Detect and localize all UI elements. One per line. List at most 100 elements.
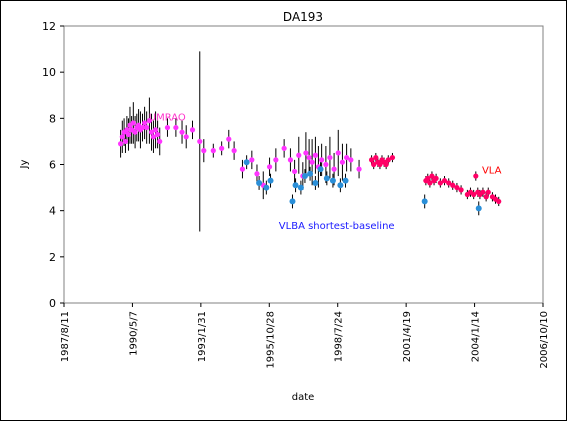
data-point xyxy=(239,166,246,172)
data-point xyxy=(303,150,309,156)
data-point xyxy=(483,194,489,200)
annotation-label: UMRAO xyxy=(149,113,186,124)
data-point xyxy=(317,166,324,173)
data-point xyxy=(297,184,304,191)
data-point xyxy=(319,157,325,163)
data-point xyxy=(427,180,433,186)
data-point xyxy=(144,124,150,131)
x-tick-label: 1998/7/24 xyxy=(334,311,345,362)
data-point xyxy=(119,134,125,140)
data-point xyxy=(189,127,196,133)
data-point xyxy=(458,187,464,193)
data-point xyxy=(385,157,391,163)
data-point xyxy=(132,129,138,135)
y-tick-label: 4 xyxy=(49,205,56,218)
annotation-layer: UMRAO VLBA shortest-baseline VLA xyxy=(149,113,502,232)
data-point xyxy=(471,191,477,198)
data-point xyxy=(125,131,132,138)
data-point xyxy=(433,175,439,181)
data-point xyxy=(219,145,225,151)
data-point xyxy=(266,164,273,170)
data-point xyxy=(289,198,296,205)
data-point xyxy=(243,159,250,166)
data-point xyxy=(356,166,362,172)
data-point xyxy=(249,157,255,163)
data-point xyxy=(201,148,207,154)
data-point xyxy=(335,150,341,156)
data-point xyxy=(312,179,319,186)
data-point xyxy=(179,129,185,135)
data-point xyxy=(377,161,383,168)
data-point xyxy=(389,154,396,161)
annotation-label: VLA xyxy=(482,166,502,177)
data-point xyxy=(450,182,456,188)
data-point xyxy=(292,182,299,189)
data-point xyxy=(142,120,148,126)
data-point xyxy=(157,138,163,145)
y-axis: 0 2 4 6 8 10 12 xyxy=(42,20,64,310)
data-point xyxy=(475,205,482,212)
data-point xyxy=(485,189,491,195)
x-tick-label: 1987/8/11 xyxy=(60,311,71,362)
x-tick-label: 1990/5/7 xyxy=(128,311,139,356)
data-point xyxy=(292,168,298,175)
y-tick-label: 10 xyxy=(42,66,56,79)
data-point xyxy=(323,161,329,168)
x-tick-label: 1995/10/28 xyxy=(265,311,276,369)
data-point xyxy=(344,154,350,161)
y-tick-label: 0 xyxy=(49,297,56,310)
data-point xyxy=(496,198,502,205)
plot-area xyxy=(63,25,544,304)
data-point xyxy=(139,124,146,131)
data-point xyxy=(148,129,155,135)
data-point xyxy=(454,184,460,191)
data-point xyxy=(117,141,124,147)
y-tick-label: 2 xyxy=(49,251,56,264)
data-point xyxy=(173,124,179,131)
data-point xyxy=(130,120,136,126)
data-point xyxy=(263,184,270,191)
y-tick-label: 12 xyxy=(42,20,56,33)
x-tick-label: 2001/4/19 xyxy=(402,311,413,362)
data-point xyxy=(473,173,479,179)
x-axis-label: date xyxy=(292,392,315,403)
data-point xyxy=(437,180,443,186)
data-point xyxy=(446,180,452,186)
data-point xyxy=(312,152,319,158)
data-point xyxy=(150,134,157,140)
data-point xyxy=(371,161,377,168)
data-point xyxy=(429,173,435,179)
data-point xyxy=(480,189,486,195)
data-point xyxy=(287,157,294,163)
data-point xyxy=(273,157,279,163)
data-point xyxy=(331,166,337,172)
data-point xyxy=(124,127,130,133)
data-point xyxy=(383,161,389,168)
annotation-label: VLBA shortest-baseline xyxy=(279,221,395,232)
data-point xyxy=(441,178,448,184)
data-point xyxy=(183,134,189,140)
data-point xyxy=(421,198,428,205)
data-point xyxy=(256,179,263,186)
series-vlba-shortest-baseline xyxy=(243,155,482,216)
data-point xyxy=(307,170,314,177)
y-tick-label: 6 xyxy=(49,159,56,172)
data-point xyxy=(309,159,315,165)
data-point xyxy=(425,175,431,181)
data-point xyxy=(327,154,333,161)
x-axis: 1987/8/11 1990/5/7 1993/1/31 1995/10/28 1998… xyxy=(60,303,550,369)
data-point xyxy=(373,154,379,161)
data-point xyxy=(281,145,287,151)
data-point xyxy=(226,136,232,142)
data-point xyxy=(267,177,274,184)
data-point xyxy=(231,148,237,154)
data-point xyxy=(329,177,336,184)
data-point xyxy=(348,157,354,163)
y-tick-label: 8 xyxy=(49,112,56,125)
data-point xyxy=(339,159,346,165)
series-umrao xyxy=(117,51,362,232)
data-point xyxy=(155,131,161,138)
y-axis-label: Jy xyxy=(19,159,30,169)
